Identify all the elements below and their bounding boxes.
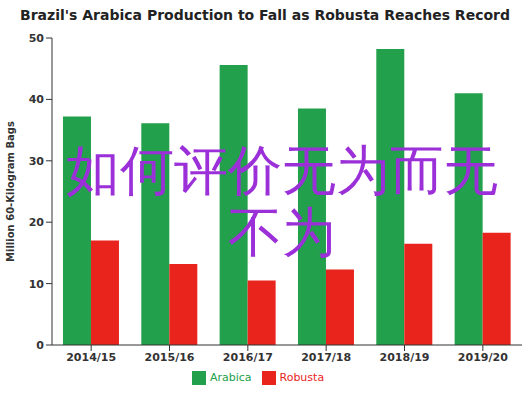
svg-text:0: 0 [36, 339, 44, 352]
svg-text:2014/15: 2014/15 [66, 351, 116, 364]
svg-text:30: 30 [29, 155, 45, 168]
html-text:Robusta: Robusta [279, 371, 325, 384]
svg-text:2016/17: 2016/17 [223, 351, 273, 364]
svg-text:40: 40 [29, 93, 45, 106]
svg-text:20: 20 [29, 216, 45, 229]
svg-text:50: 50 [29, 32, 45, 45]
svg-text:2017/18: 2017/18 [301, 351, 351, 364]
svg-text:2015/16: 2015/16 [145, 351, 195, 364]
html-text:Brazil's Arabica Production to: Brazil's Arabica Production to Fall as R… [20, 7, 510, 23]
svg-text:2018/19: 2018/19 [380, 351, 430, 364]
html-text:如何评价无为而无不为: 如何评价无为而无不为 [66, 139, 498, 264]
html-text:Arabica: Arabica [209, 371, 252, 384]
svg-text:10: 10 [29, 278, 45, 291]
svg-text:Million 60-Kilogram Bags: Million 60-Kilogram Bags [8, 121, 16, 262]
svg-text:2019/20: 2019/20 [458, 351, 508, 364]
